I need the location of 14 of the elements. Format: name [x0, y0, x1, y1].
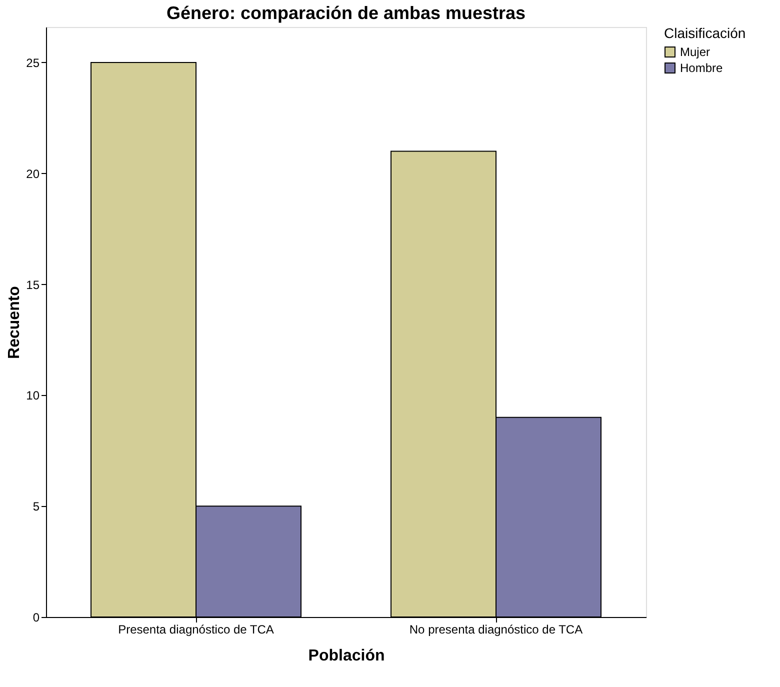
y-tick-label: 15 — [26, 278, 40, 292]
chart-title: Género: comparación de ambas muestras — [166, 3, 526, 23]
y-tick-label: 20 — [26, 166, 40, 181]
legend-label: Mujer — [680, 45, 710, 59]
y-tick-label: 10 — [26, 388, 40, 403]
x-axis-title: Población — [308, 648, 385, 664]
y-tick-label: 0 — [32, 610, 40, 624]
x-tick-label: No presenta diagnóstico de TCA — [409, 622, 583, 636]
legend-label: Hombre — [680, 61, 724, 75]
x-tick-label: Presenta diagnóstico de TCA — [118, 622, 274, 636]
y-tick-label: 25 — [26, 56, 40, 70]
y-axis-title: Recuento — [6, 286, 24, 359]
legend-title: Claisificación — [664, 25, 746, 41]
y-tick-label: 5 — [32, 500, 40, 514]
